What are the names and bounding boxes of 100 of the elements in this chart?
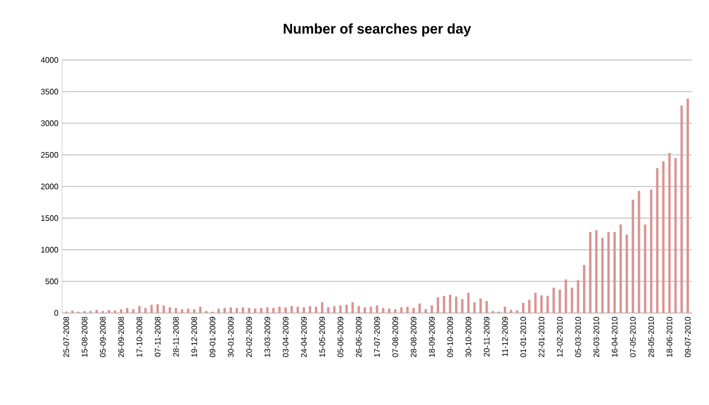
bar [71,310,74,313]
bar [632,200,634,313]
x-tick-label: 25-07-2008 [63,316,70,358]
bar [126,308,128,313]
x-tick-label: 18-06-2010 [666,316,672,357]
bar [564,279,568,313]
bar [595,230,598,313]
bar [132,309,134,313]
x-tick-label: 28-05-2010 [648,316,654,358]
bar [400,307,403,313]
bar [217,308,220,313]
bar [193,309,196,313]
bar [662,161,665,313]
x-tick-label: 03-04-2009 [282,316,288,358]
bar [320,302,324,313]
bar [680,106,683,313]
bar [650,190,652,313]
y-tick-label: 3500 [40,88,58,94]
bar [394,309,396,313]
bar [96,310,98,313]
x-tick-label: 07-08-2009 [392,316,398,358]
y-tick-label: 2500 [41,152,58,158]
bar [686,98,689,313]
x-tick-label: 26-06-2009 [356,316,362,358]
bar [516,310,518,313]
bar [424,309,427,313]
bar [455,296,458,313]
x-tick-label: 15-08-2008 [82,316,88,357]
x-tick-label: 30-10-2009 [466,316,472,358]
bar [620,224,622,313]
bar [467,292,470,313]
bar [534,292,537,313]
bar [364,307,366,313]
x-tick-label: 13-03-2009 [264,316,270,357]
bar [528,300,531,313]
x-tick-label: 05-06-2009 [338,316,344,358]
bar [582,264,586,313]
x-tick-label: 07-05-2010 [630,316,636,358]
y-tick-label: 3000 [40,120,58,126]
bar [626,234,628,313]
bar [479,298,482,313]
bar [266,307,269,313]
bar [120,309,122,313]
x-tick-label: 19-12-2008 [191,316,198,357]
y-tick-label: 1000 [41,246,58,253]
bar [186,308,190,313]
x-tick-label: 17-07-2009 [374,316,380,357]
bar [199,306,202,313]
x-tick-label: 28-11-2008 [173,316,179,356]
bar [448,294,452,313]
bar [296,306,299,313]
x-tick-label: 07-11-2008 [154,316,160,357]
y-tick-label: 0 [54,310,58,316]
x-tick-label: 05-03-2010 [575,316,581,358]
x-tick-label: 09-10-2009 [447,316,453,358]
bar [339,305,342,313]
bar [150,304,153,313]
x-tick-label: 17-10-2008 [136,316,142,357]
x-tick-label: 11-12-2009 [502,316,508,356]
x-tick-label: 16-04-2010 [612,316,618,357]
bar [613,232,616,313]
bar [108,310,110,313]
bar [546,296,549,313]
bar [236,308,238,313]
x-tick-label: 15-05-2009 [319,316,325,357]
x-tick-label: 20-11-2009 [484,316,490,356]
bar [230,307,232,313]
y-tick-label: 4000 [40,57,58,63]
bar [461,299,464,313]
bar [290,306,293,313]
bar [314,306,318,313]
bar [418,304,421,313]
bar [644,224,646,313]
bar [601,238,604,313]
x-tick-label: 20-02-2009 [246,316,252,358]
bar [412,308,415,313]
x-tick-label: 09-01-2009 [210,316,216,358]
bar [430,305,434,313]
x-tick-label: 26-09-2008 [118,316,124,358]
bar [382,308,384,313]
bar [522,302,524,313]
bar [358,306,360,313]
x-tick-label: 22-01-2010 [538,316,544,358]
bar [327,307,330,313]
x-tick-label: 12-02-2010 [556,316,563,357]
bar [576,280,580,313]
bar [370,306,372,313]
bar [284,307,287,313]
bar [552,288,555,313]
bar [388,308,390,313]
bar [272,308,275,313]
x-tick-label: 05-09-2008 [100,316,106,358]
bar [168,307,172,313]
chart-title: Number of searches per day [284,23,472,36]
bar [351,302,354,313]
bar [138,306,141,313]
bar [248,308,250,313]
bar [302,307,306,313]
bar [485,300,488,313]
bar [558,290,561,313]
